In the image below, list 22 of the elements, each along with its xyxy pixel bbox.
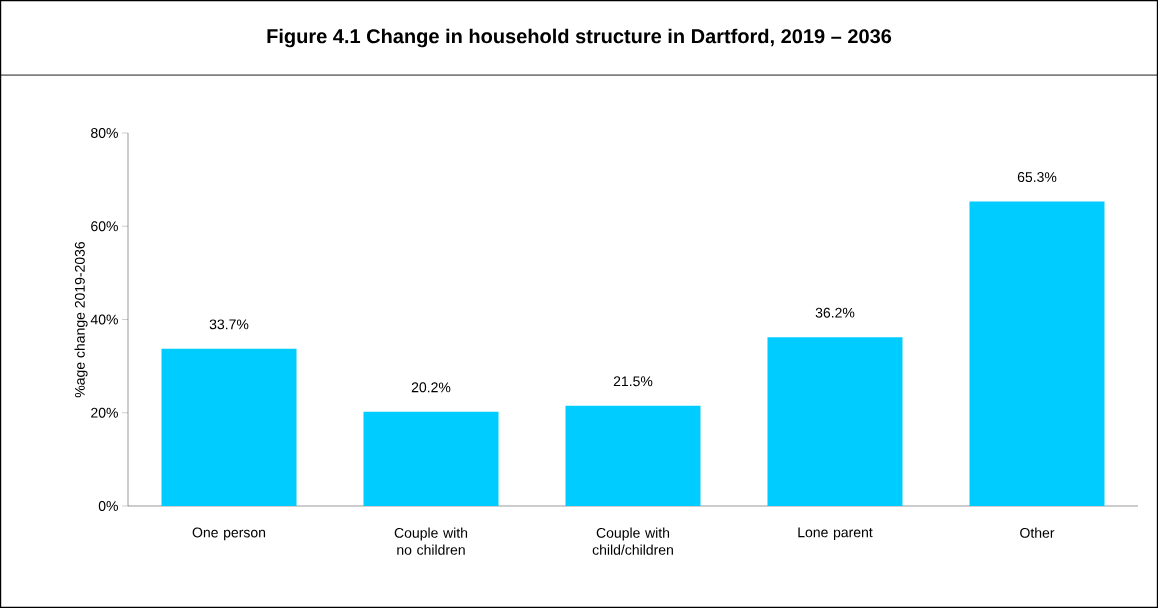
y-tick-label: 60% bbox=[91, 221, 118, 232]
data-label: 36.2% bbox=[815, 307, 855, 318]
bar bbox=[363, 411, 499, 506]
data-label: 33.7% bbox=[209, 319, 249, 330]
bar bbox=[767, 337, 903, 506]
data-label: 21.5% bbox=[613, 376, 653, 387]
x-tick-label: Other bbox=[1020, 527, 1055, 538]
y-axis-title: %age change 2019-2036 bbox=[74, 241, 88, 398]
y-tick-label: 40% bbox=[90, 314, 118, 325]
y-tick-label: 80% bbox=[91, 128, 118, 138]
x-tick-label: Lone parent bbox=[798, 527, 873, 541]
y-tick-label: 20% bbox=[91, 407, 118, 418]
bar bbox=[161, 348, 297, 506]
x-tick-label: Couple with no children bbox=[394, 527, 468, 555]
bar bbox=[565, 405, 701, 506]
data-label: 65.3% bbox=[1017, 172, 1057, 183]
data-label: 20.2% bbox=[411, 382, 451, 393]
y-tick-label: 0% bbox=[98, 501, 118, 511]
chart-title: Figure 4.1 Change in household structure in Dartford, 2019 – 2036 bbox=[267, 28, 892, 48]
bar bbox=[969, 201, 1105, 506]
x-tick-label: One person bbox=[192, 527, 266, 541]
x-tick-label: Couple with child/children bbox=[592, 527, 673, 555]
